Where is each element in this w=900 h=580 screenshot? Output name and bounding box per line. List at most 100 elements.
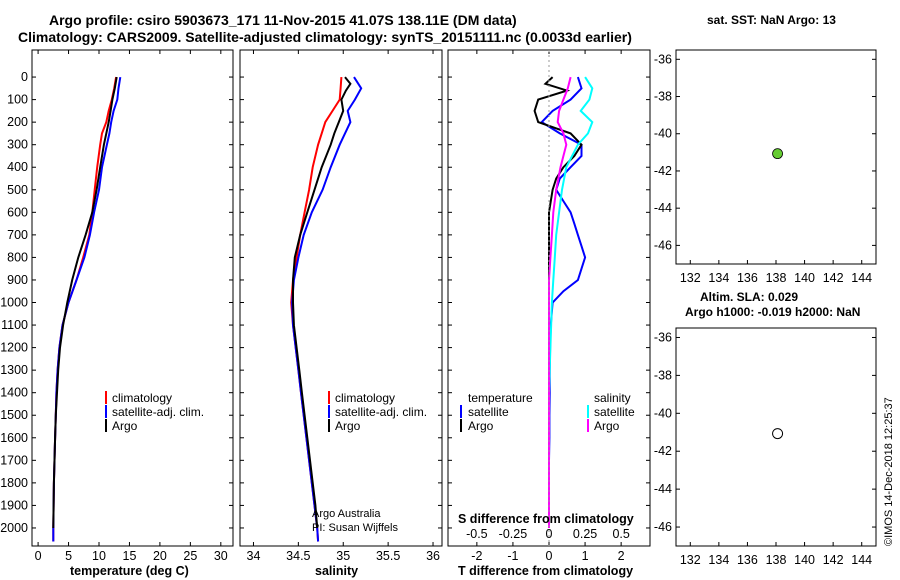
x-tick-label: 15 <box>123 549 137 563</box>
map-bottom-frame <box>675 327 877 547</box>
depth-axis: 0 100 200 300 400 500 600 700 800 900 1000 1100 1200… <box>0 70 650 535</box>
lon-tick-label: 136 <box>737 553 758 567</box>
salinity-plot-frame <box>239 49 443 547</box>
salinity-x-ticks: 34 34.5 35 35.5 36 <box>247 50 440 563</box>
title-line-2: Climatology: CARS2009. Satellite-adjuste… <box>18 29 632 45</box>
series-line-argo <box>292 76 352 529</box>
lon-tick-label: 132 <box>680 271 701 285</box>
lat-tick-label: -38 <box>654 368 672 382</box>
lon-tick-label: 138 <box>766 271 787 285</box>
x-tick-label: -1 <box>507 549 518 563</box>
salinity-xlabel: salinity <box>315 564 358 578</box>
depth-tick-label: 300 <box>7 138 28 152</box>
diff-legend-s-satellite: satellite <box>594 405 635 419</box>
x-tick-label: -2 <box>471 549 482 563</box>
diff-legend-t-satellite: satellite <box>468 405 509 419</box>
depth-tick-label: 800 <box>7 250 28 264</box>
depth-tick-label: 1300 <box>0 363 28 377</box>
temperature-series <box>52 76 122 542</box>
map-top: -36 -38 -40 -42 -44 -46 132 134 136 138 140 142 144 <box>654 49 877 285</box>
depth-tick-label: 1500 <box>0 408 28 422</box>
diff-legend-t-argo: Argo <box>468 419 494 433</box>
x-tick-label: 34.5 <box>286 549 310 563</box>
depth-tick-label: 1000 <box>0 296 28 310</box>
watermark: ©IMOS 14-Dec-2018 12:25:37 <box>883 397 895 546</box>
s-tick-label: -0.25 <box>499 527 528 541</box>
s-tick-label: -0.5 <box>466 527 488 541</box>
map-top-ticks: -36 -38 -40 -42 -44 -46 132 134 136 138 140 142 144 <box>654 52 876 285</box>
diff-legend-temp-title: temperature <box>468 391 533 405</box>
depth-tick-label: 1800 <box>0 476 28 490</box>
diff-legend-s-argo: Argo <box>594 419 620 433</box>
x-tick-label: 1 <box>582 549 589 563</box>
x-tick-label: 0 <box>546 549 553 563</box>
lat-tick-label: -42 <box>654 444 672 458</box>
lon-tick-label: 136 <box>737 271 758 285</box>
x-tick-label: 2 <box>618 549 625 563</box>
x-tick-label: 25 <box>183 549 197 563</box>
sal-legend-climatology: climatology <box>335 391 395 405</box>
lat-tick-label: -36 <box>654 52 672 66</box>
temperature-x-ticks: 0 5 10 15 20 25 30 <box>35 50 228 563</box>
x-tick-label: 5 <box>65 549 72 563</box>
lat-tick-label: -46 <box>654 520 672 534</box>
depth-tick-label: 1600 <box>0 431 28 445</box>
temp-legend-climatology: climatology <box>112 391 172 405</box>
map-bottom-float-marker <box>772 428 784 440</box>
map-bottom-title-2: Argo h1000: -0.019 h2000: NaN <box>685 305 860 319</box>
s-tick-label: 0.5 <box>612 527 629 541</box>
s-tick-label: 0.25 <box>573 527 597 541</box>
lat-tick-label: -40 <box>654 127 672 141</box>
x-tick-label: 36 <box>426 549 440 563</box>
lat-tick-label: -44 <box>654 482 672 496</box>
lon-tick-label: 134 <box>708 271 729 285</box>
x-tick-label: 30 <box>214 549 228 563</box>
lon-tick-label: 140 <box>794 271 815 285</box>
map-top-title: sat. SST: NaN Argo: 13 <box>707 13 836 27</box>
depth-tick-label: 100 <box>7 93 28 107</box>
lon-tick-label: 138 <box>766 553 787 567</box>
series-line-argo <box>52 76 118 529</box>
depth-tick-label: 200 <box>7 115 28 129</box>
temperature-xlabel: temperature (deg C) <box>70 564 189 578</box>
x-tick-label: 35 <box>336 549 350 563</box>
depth-tick-label: 2000 <box>0 521 28 535</box>
diff-legend-sal-title: salinity <box>594 391 631 405</box>
series-line-s-argo <box>548 76 572 528</box>
depth-tick-label: 400 <box>7 160 28 174</box>
lon-tick-label: 144 <box>851 553 872 567</box>
x-tick-label: 0 <box>35 549 42 563</box>
lon-tick-label: 134 <box>708 553 729 567</box>
lat-tick-label: -40 <box>654 406 672 420</box>
salinity-series <box>290 76 363 542</box>
lon-tick-label: 132 <box>680 553 701 567</box>
depth-tick-label: 900 <box>7 273 28 287</box>
lat-tick-label: -42 <box>654 164 672 178</box>
temp-legend-argo: Argo <box>112 419 138 433</box>
depth-tick-label: 500 <box>7 183 28 197</box>
x-tick-label: 35.5 <box>376 549 400 563</box>
difference-series <box>533 50 594 546</box>
difference-xlabel-top: S difference from climatology <box>458 512 634 526</box>
depth-tick-label: 1100 <box>1 318 28 332</box>
lat-tick-label: -36 <box>654 330 672 344</box>
temperature-legend: climatology satellite-adj. clim. Argo <box>105 391 204 433</box>
credit-pi: PI: Susan Wijffels <box>312 522 398 534</box>
map-bottom: -36 -38 -40 -42 -44 -46 132 134 136 138 140 142 144 <box>654 327 877 567</box>
sal-legend-argo: Argo <box>335 419 361 433</box>
depth-tick-label: 1900 <box>0 498 28 512</box>
x-tick-label: 34 <box>247 549 261 563</box>
depth-tick-label: 1700 <box>0 453 28 467</box>
map-bottom-ticks: -36 -38 -40 -42 -44 -46 132 134 136 138 140 142 144 <box>654 330 876 567</box>
lat-tick-label: -38 <box>654 90 672 104</box>
lon-tick-label: 144 <box>851 271 872 285</box>
x-tick-label: 10 <box>92 549 106 563</box>
s-tick-label: 0 <box>546 527 553 541</box>
depth-tick-label: 600 <box>7 205 28 219</box>
temp-legend-satellite: satellite-adj. clim. <box>112 405 204 419</box>
depth-tick-label: 1400 <box>0 386 28 400</box>
depth-tick-label: 1200 <box>0 341 28 355</box>
map-bottom-title-1: Altim. SLA: 0.029 <box>700 290 798 304</box>
lat-tick-label: -44 <box>654 201 672 215</box>
